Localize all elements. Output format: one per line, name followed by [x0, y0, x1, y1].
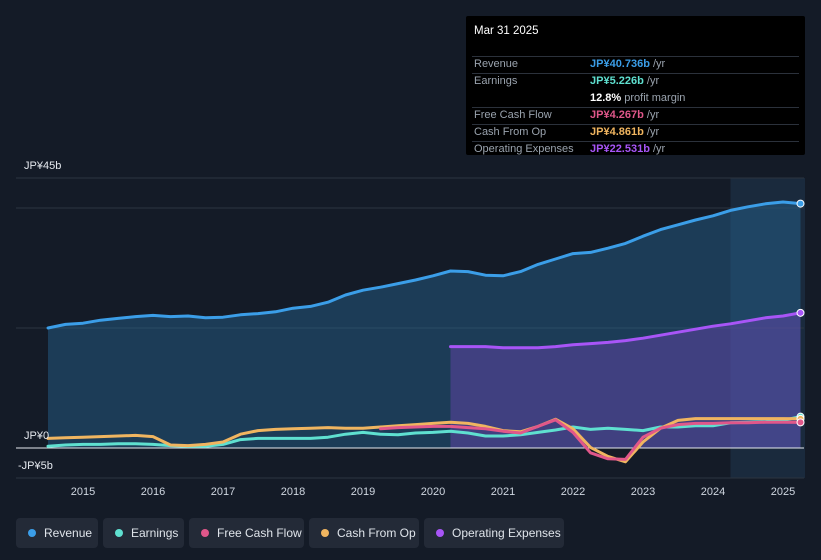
- legend-item-earnings[interactable]: Earnings: [103, 518, 184, 548]
- tooltip-label: Free Cash Flow: [474, 109, 552, 121]
- legend-item-cash-from-op[interactable]: Cash From Op: [309, 518, 419, 548]
- legend-label: Cash From Op: [337, 526, 416, 540]
- tooltip-value: JP¥5.226b /yr: [590, 75, 660, 87]
- legend-dot-icon: [436, 529, 444, 537]
- series-end-point-free-cash-flow: [796, 418, 805, 427]
- tooltip-divider: [472, 124, 799, 125]
- series-line-operating-expenses: [449, 311, 802, 350]
- legend-dot-icon: [28, 529, 36, 537]
- series-line-revenue: [46, 200, 802, 330]
- legend-item-operating-expenses[interactable]: Operating Expenses: [424, 518, 564, 548]
- series-end-point-revenue: [796, 199, 805, 208]
- tooltip-value: JP¥22.531b /yr: [590, 143, 666, 155]
- tooltip-divider: [472, 141, 799, 142]
- legend-label: Free Cash Flow: [217, 526, 302, 540]
- x-tick-label: 2021: [491, 486, 515, 498]
- tooltip-value: 12.8% profit margin: [590, 92, 686, 104]
- x-tick-label: 2015: [71, 486, 95, 498]
- x-tick-label: 2025: [771, 486, 795, 498]
- x-tick-label: 2017: [211, 486, 235, 498]
- legend-label: Revenue: [44, 526, 93, 540]
- legend-dot-icon: [201, 529, 209, 537]
- series-line-free-cash-flow: [379, 418, 802, 461]
- x-tick-label: 2023: [631, 486, 655, 498]
- tooltip-value: JP¥40.736b /yr: [590, 58, 666, 70]
- y-tick-label: -JP¥5b: [18, 460, 53, 472]
- tooltip-label: Revenue: [474, 58, 519, 70]
- series-end-point-operating-expenses: [796, 308, 805, 317]
- x-tick-label: 2018: [281, 486, 305, 498]
- legend-dot-icon: [115, 529, 123, 537]
- series-area-operating-expenses: [450, 312, 801, 448]
- tooltip-row-cash-from-op: Cash From Op JP¥4.861b /yr: [466, 124, 805, 141]
- x-tick-label: 2024: [701, 486, 725, 498]
- tooltip-row-revenue: Revenue JP¥40.736b /yr: [466, 56, 805, 73]
- y-tick-label: JP¥0: [24, 430, 50, 442]
- tooltip-label: Cash From Op: [474, 126, 547, 138]
- tooltip-date: Mar 31 2025: [474, 25, 539, 37]
- series-line-cash-from-op: [46, 417, 802, 464]
- y-tick-label: JP¥45b: [24, 160, 62, 172]
- legend-item-revenue[interactable]: Revenue: [16, 518, 98, 548]
- legend-item-free-cash-flow[interactable]: Free Cash Flow: [189, 518, 304, 548]
- x-tick-label: 2019: [351, 486, 375, 498]
- tooltip-label: Earnings: [474, 75, 518, 87]
- legend-dot-icon: [321, 529, 329, 537]
- legend-label: Operating Expenses: [452, 526, 561, 540]
- tooltip-row-operating-expenses: Operating Expenses JP¥22.531b /yr: [466, 141, 805, 158]
- tooltip-value: JP¥4.267b /yr: [590, 109, 660, 121]
- data-tooltip: Mar 31 2025 Revenue JP¥40.736b /yr Earni…: [466, 16, 805, 155]
- series-area-revenue: [48, 202, 801, 448]
- tooltip-label: Operating Expenses: [474, 143, 574, 155]
- legend-label: Earnings: [131, 526, 179, 540]
- x-tick-label: 2022: [561, 486, 585, 498]
- tooltip-divider: [472, 56, 799, 57]
- tooltip-divider: [472, 73, 799, 74]
- x-tick-label: 2016: [141, 486, 165, 498]
- tooltip-divider: [472, 107, 799, 108]
- x-tick-label: 2020: [421, 486, 445, 498]
- tooltip-row-earnings: Earnings JP¥5.226b /yr: [466, 73, 805, 90]
- tooltip-row-free-cash-flow: Free Cash Flow JP¥4.267b /yr: [466, 107, 805, 124]
- tooltip-value: JP¥4.861b /yr: [590, 126, 660, 138]
- tooltip-row-profit-margin: 12.8% profit margin: [466, 90, 805, 107]
